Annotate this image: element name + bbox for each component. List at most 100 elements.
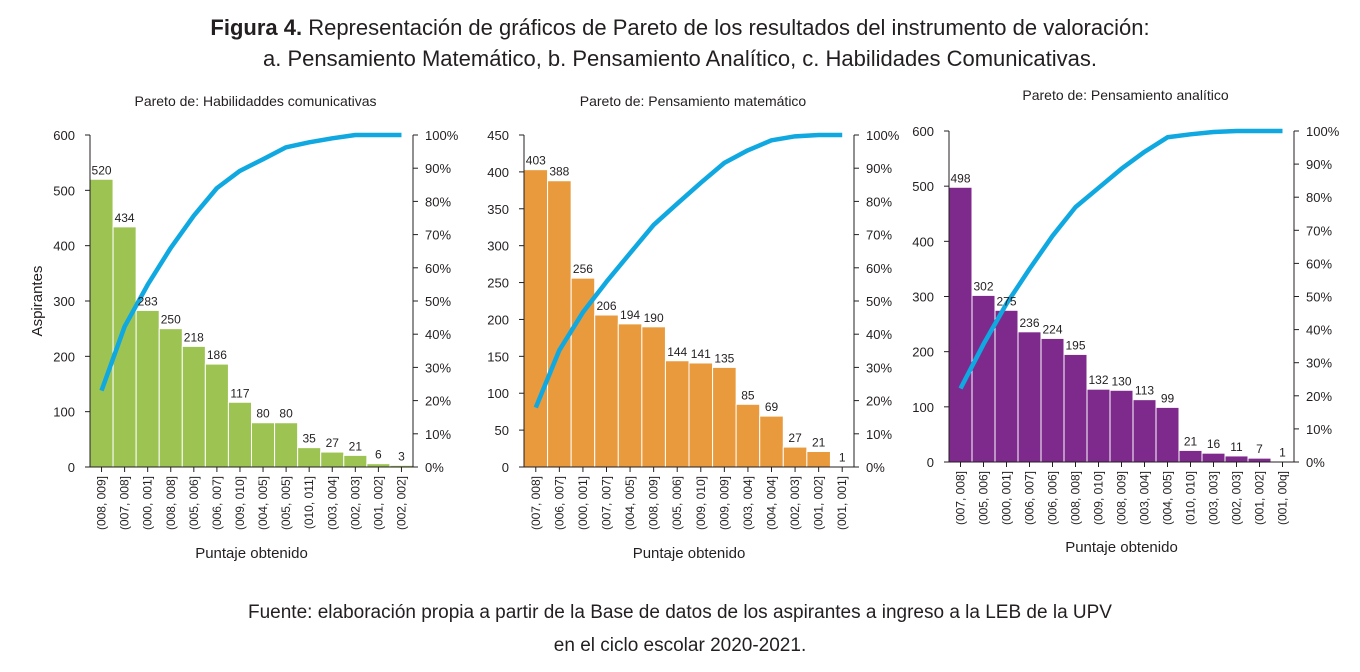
bar-value-label: 141 (691, 347, 711, 361)
x-tick-label: (003, 003] (1207, 471, 1221, 525)
x-tick-label: (005, 006] (187, 476, 201, 530)
figure-title-1: Representación de gráficos de Pareto de … (308, 15, 1150, 40)
bar (158, 328, 183, 468)
y-tick-label: 0 (68, 460, 75, 475)
x-tick-label: (003, 004] (325, 476, 339, 530)
bar-value-label: 11 (1230, 440, 1243, 454)
x-tick-label: (005, 006] (670, 476, 684, 530)
bar (1224, 455, 1249, 463)
x-tick-label: (001, 002] (1253, 471, 1267, 525)
bar (1247, 457, 1272, 463)
y-tick-label: 500 (53, 183, 75, 198)
y-tick-label: 400 (487, 165, 509, 180)
bar (1201, 452, 1226, 463)
bar-value-label: 80 (279, 407, 293, 421)
bar-value-label: 195 (1065, 338, 1085, 352)
source-line-2: en el ciclo escolar 2020-2021. (553, 635, 807, 656)
y2-tick-label: 20% (1306, 389, 1332, 404)
bar (1086, 388, 1111, 463)
bar (735, 403, 761, 468)
bar (204, 363, 229, 468)
bar (994, 309, 1019, 463)
y2-tick-label: 80% (1306, 190, 1332, 205)
bar-value-label: 132 (1088, 373, 1108, 387)
x-tick-label: (010, 011] (302, 476, 316, 529)
bar (1178, 449, 1203, 463)
bar-value-label: 218 (184, 330, 204, 344)
x-tick-label: (010, 010] (1184, 471, 1198, 525)
bar-value-label: 194 (620, 308, 640, 322)
x-tick-label: (007, 008] (529, 476, 543, 530)
x-tick-label: (007, 008] (118, 476, 132, 530)
y2-tick-label: 70% (425, 228, 451, 243)
bar-value-label: 520 (92, 163, 112, 177)
bar (971, 294, 996, 463)
y2-tick-label: 10% (866, 427, 892, 442)
bar (617, 323, 643, 468)
bar-value-label: 256 (573, 262, 593, 276)
y-tick-label: 100 (53, 405, 75, 420)
bar-value-label: 3 (398, 449, 405, 463)
bar-value-label: 69 (765, 400, 779, 414)
pareto-chart-analytic: Pareto de: Pensamiento analítico 0 100 200 3… (912, 87, 1340, 556)
source-line-1: Fuente: elaboración propia a partir de l… (248, 602, 1112, 623)
bar (712, 366, 737, 468)
bar (806, 451, 831, 468)
bar (1132, 399, 1157, 463)
y2-tick-label: 100% (1306, 124, 1340, 139)
figure-title-2: a. Pensamiento Matemático, b. Pensamient… (263, 46, 1097, 71)
y-axis-title: Aspirantes (29, 266, 46, 337)
y-tick-label: 0 (502, 460, 509, 475)
x-tick-label: (002, 003] (1230, 471, 1244, 525)
bar (227, 401, 253, 468)
bar-value-label: 135 (714, 351, 734, 365)
cumulative-line (99, 132, 402, 392)
pareto-chart-math: Pareto de: Pensamiento matemático 0 50 100 1… (487, 93, 900, 562)
y2-tick-label: 50% (425, 294, 451, 309)
bar (664, 360, 690, 468)
bar-value-label: 206 (596, 299, 616, 313)
y-tick-label: 100 (487, 386, 509, 401)
bar-value-label: 1 (1279, 445, 1286, 459)
bar-value-label: 85 (741, 388, 755, 402)
y-tick-label: 300 (487, 239, 509, 254)
x-tick-label: (009, 010] (1092, 471, 1106, 525)
y2-tick-label: 90% (1306, 157, 1332, 172)
x-tick-label: (009, 010] (694, 476, 708, 530)
y2-tick-label: 30% (866, 360, 892, 375)
chart-title: Pareto de: Pensamiento matemático (580, 93, 807, 109)
x-tick-label: (002, 003] (348, 476, 362, 530)
bar-value-label: 144 (667, 345, 687, 359)
x-tick-label: (000, 001] (141, 476, 155, 530)
y-tick-label: 350 (487, 202, 509, 217)
bar-value-label: 1 (839, 450, 846, 464)
bar-value-label: 35 (302, 432, 316, 446)
y-tick-label: 300 (53, 294, 75, 309)
x-tick-label: (007, 007] (600, 476, 614, 530)
bar (641, 326, 666, 468)
x-tick-label: (003, 004] (1138, 471, 1152, 525)
y2-tick-label: 40% (1306, 323, 1332, 338)
x-tick-label: (004, 005] (256, 476, 270, 530)
y2-tick-label: 10% (1306, 422, 1332, 437)
x-tick-label: (008, 009] (95, 476, 109, 530)
bar-value-label: 21 (349, 439, 363, 453)
y2-tick-label: 80% (425, 194, 451, 209)
bar-value-label: 283 (138, 294, 158, 308)
bar-value-label: 16 (1207, 437, 1221, 451)
x-tick-label: (001, 002] (371, 476, 385, 530)
x-tick-label: (005, 006] (977, 471, 991, 525)
bar (274, 422, 299, 468)
x-tick-label: (002, 003] (788, 476, 802, 530)
y2-tick-label: 30% (425, 360, 451, 375)
bar (759, 415, 784, 468)
bar-value-label: 403 (526, 154, 546, 168)
bar-value-label: 27 (788, 431, 802, 445)
bar (320, 451, 345, 468)
y2-tick-label: 30% (1306, 356, 1332, 371)
y2-tick-label: 50% (1306, 290, 1332, 305)
y2-tick-label: 100% (866, 128, 900, 143)
bar-value-label: 27 (326, 436, 340, 450)
y-tick-label: 50 (495, 423, 509, 438)
y-tick-label: 600 (53, 128, 75, 143)
